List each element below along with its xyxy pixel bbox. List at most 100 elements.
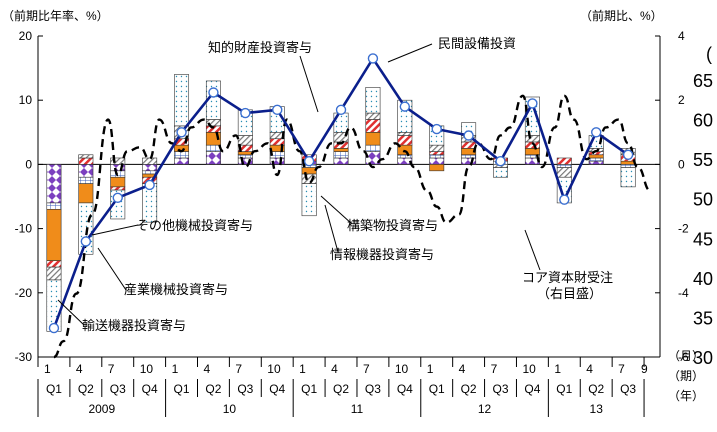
quarter-label: Q3	[493, 382, 509, 396]
left-tick-label: 10	[19, 93, 33, 107]
bar-segment	[142, 170, 158, 175]
month-label: 9	[641, 362, 648, 376]
bar-segment	[110, 157, 126, 165]
quarter-label: Q1	[556, 382, 572, 396]
month-label: 10	[267, 362, 281, 376]
private-capex-point	[495, 155, 506, 167]
bar-segment	[365, 87, 381, 114]
month-label: 1	[172, 362, 179, 376]
quarter-label: Q3	[365, 382, 381, 396]
bar-segment	[524, 154, 540, 159]
quarter-label: Q2	[588, 382, 604, 396]
private-capex-point	[272, 104, 283, 116]
private-capex-point	[303, 155, 315, 167]
bar-segment	[397, 157, 413, 165]
core-orders-line	[53, 94, 651, 359]
bar-segment	[365, 132, 381, 146]
private-capex-point	[559, 194, 570, 205]
bar-segment	[301, 183, 317, 217]
annotation-private-capex: 民間設備投資	[438, 36, 516, 51]
x-unit-period: （期）	[668, 369, 704, 383]
right2-tick-label: 50	[693, 190, 713, 210]
bar-segment	[588, 157, 604, 162]
month-label: 7	[363, 362, 370, 376]
bar-segment	[620, 160, 636, 165]
bar-segment	[78, 183, 94, 204]
month-label: 7	[235, 362, 242, 376]
month-label: 4	[459, 362, 466, 376]
bar-segment	[46, 209, 62, 261]
bar-segment	[78, 157, 94, 165]
month-label: 4	[203, 362, 210, 376]
private-capex-point	[367, 53, 379, 64]
private-capex-point	[176, 127, 187, 138]
lines-layer	[48, 53, 651, 359]
quarter-label: Q1	[174, 382, 190, 396]
right2-tick-label: 40	[693, 269, 713, 289]
bar-segment	[429, 154, 445, 159]
bar-segment	[588, 160, 604, 165]
bar-segment	[524, 141, 540, 149]
bar-segment	[333, 157, 349, 165]
left-tick-label: -30	[15, 350, 33, 364]
bar-segment	[620, 164, 636, 168]
left-tick-label: 20	[19, 29, 33, 43]
quarter-label: Q2	[78, 382, 94, 396]
annotation-structures: 構築物投資寄与	[347, 218, 438, 233]
private-capex-point	[144, 179, 155, 191]
right2-tick-label: 35	[693, 308, 713, 328]
right-tick-label: -4	[678, 286, 689, 300]
private-capex-point	[240, 107, 251, 119]
axes-layer: 20100-10-20-30420-2-4-665605550454035301…	[15, 29, 713, 417]
bar-segment	[493, 167, 508, 178]
private-capex-point	[112, 192, 123, 203]
bar-segment	[237, 154, 253, 159]
annotation-transport: 輸送機器投資寄与	[82, 318, 186, 333]
bar-segment	[620, 167, 636, 188]
bar-segment	[397, 135, 413, 146]
bar-segment	[556, 167, 572, 178]
bar-segment	[78, 154, 94, 159]
private-capex-point	[622, 149, 634, 160]
annotation-ip: 知的財産投資寄与	[208, 40, 312, 55]
private-capex-point	[335, 104, 347, 116]
month-label: 10	[140, 362, 154, 376]
quarter-label: Q3	[620, 382, 636, 396]
bar-segment	[461, 141, 477, 149]
bar-segment	[142, 164, 158, 172]
bar-segment	[205, 144, 221, 152]
private-capex-point	[591, 127, 602, 138]
bar-segment	[333, 148, 349, 152]
right-axis-2-partial-label: (	[706, 44, 712, 64]
bar-segment	[365, 112, 381, 120]
bar-segment	[429, 157, 445, 165]
month-label: 7	[618, 362, 625, 376]
bar-segment	[110, 186, 126, 191]
bar-segment	[174, 157, 190, 165]
month-label: 4	[586, 362, 593, 376]
bar-segment	[174, 74, 190, 127]
right-tick-label: 0	[678, 157, 685, 171]
month-label: 10	[522, 362, 536, 376]
private-capex-point	[208, 87, 219, 98]
bar-segment	[205, 151, 221, 165]
year-label: 12	[478, 402, 492, 416]
annotation-industrial: 産業機械投資寄与	[124, 282, 228, 297]
quarter-label: Q2	[333, 382, 349, 396]
bar-segment	[365, 119, 381, 133]
quarter-label: Q3	[110, 382, 126, 396]
annotation-it: 情報機器投資寄与	[330, 247, 434, 262]
bar-segment	[237, 135, 253, 146]
right-axis-unit: （前期比、%）	[580, 8, 663, 23]
quarter-label: Q4	[269, 382, 285, 396]
month-label: 7	[491, 362, 498, 376]
year-label: 10	[223, 402, 237, 416]
bar-segment	[429, 164, 445, 172]
quarter-label: Q2	[205, 382, 221, 396]
left-tick-label: 0	[25, 157, 32, 171]
quarter-label: Q1	[429, 382, 445, 396]
quarter-label: Q1	[301, 382, 317, 396]
bar-segment	[110, 176, 126, 188]
annotation-core-orders: コア資本財受注	[522, 270, 613, 285]
